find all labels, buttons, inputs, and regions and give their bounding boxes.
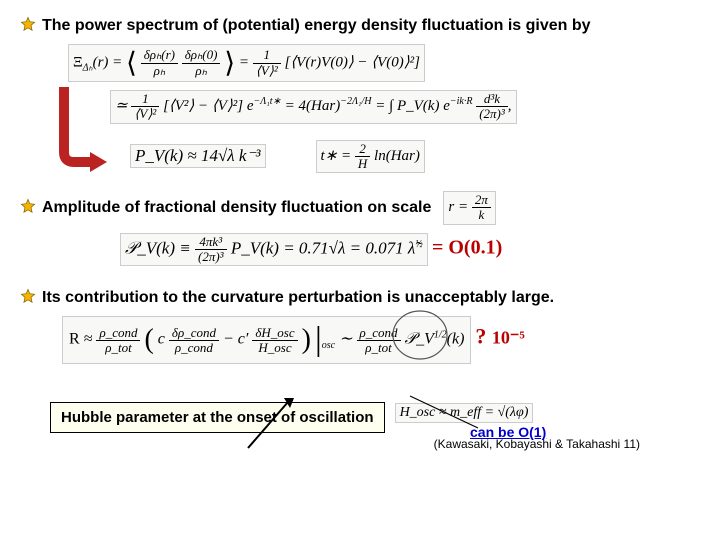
bullet-1: The power spectrum of (potential) energy… (20, 16, 700, 36)
eq-1b: ≃ 1⟨V⟩² [⟨V²⟩ − ⟨V⟩²] e−Λ₁t∗ = 4(Har)−2Λ… (110, 88, 700, 126)
red-order: = O(0.1) (432, 236, 502, 258)
citation: (Kawasaki, Kobayashi & Takahashi 11) (20, 437, 700, 451)
bullet-1-text: The power spectrum of (potential) energy… (42, 17, 591, 35)
red-question: ? (475, 324, 492, 349)
red-small: 10⁻⁵ (492, 328, 525, 348)
red-arrow-icon (52, 82, 107, 177)
oval-annotation-icon (390, 308, 450, 362)
bullet-3-text: Its contribution to the curvature pertur… (42, 289, 554, 307)
eq-4: RR ≈ ≈ ρ_condρ_tot ( c δρ_condρ_cond − c… (62, 314, 700, 366)
can-be-note: can be O(1) (470, 424, 546, 442)
bullet-2: Amplitude of fractional density fluctuat… (20, 191, 700, 225)
eq-2-right: t∗ = 2H ln(Har) (316, 140, 425, 174)
star-icon (20, 198, 36, 218)
hubble-box: Hubble parameter at the onset of oscilla… (50, 402, 385, 433)
star-icon (20, 16, 36, 36)
bullet-3: Its contribution to the curvature pertur… (20, 288, 700, 308)
eq-1a: ΞΔₕ(r) = ⟨ δρₕ(r)ρₕ δρₕ(0)ρₕ ⟩ = 1⟨V⟩² [… (68, 42, 700, 84)
arrow-to-box-icon (240, 398, 300, 458)
star-icon (20, 288, 36, 308)
eq-b2-scale: r = 2πk (443, 191, 495, 225)
eq-2-left: P_V(k) ≈ 14√λ k⁻³ (130, 144, 266, 168)
eq-3: 𝒫_V(k) ≡ 4πk³(2π)³ P_V(k) = 0.71√λ = 0.0… (120, 231, 700, 269)
eq-2-row: P_V(k) ≈ 14√λ k⁻³ t∗ = 2H ln(Har) (130, 140, 700, 174)
bullet-2-text: Amplitude of fractional density fluctuat… (42, 199, 431, 217)
